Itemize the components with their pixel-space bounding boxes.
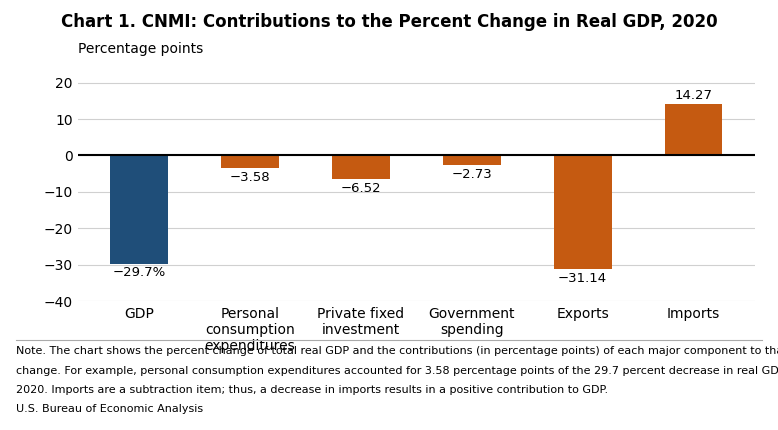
Text: 14.27: 14.27: [675, 89, 713, 102]
Text: −31.14: −31.14: [558, 272, 608, 285]
Text: −6.52: −6.52: [341, 182, 381, 195]
Bar: [554, 156, 612, 269]
Text: U.S. Bureau of Economic Analysis: U.S. Bureau of Economic Analysis: [16, 404, 203, 414]
Bar: [664, 104, 723, 156]
Text: 2020. Imports are a subtraction item; thus, a decrease in imports results in a p: 2020. Imports are a subtraction item; th…: [16, 385, 608, 395]
Text: Percentage points: Percentage points: [78, 42, 203, 56]
Text: −2.73: −2.73: [451, 168, 492, 181]
Text: −29.7%: −29.7%: [112, 267, 166, 280]
Bar: [110, 156, 168, 264]
Text: change. For example, personal consumption expenditures accounted for 3.58 percen: change. For example, personal consumptio…: [16, 366, 778, 375]
Text: Note. The chart shows the percent change of total real GDP and the contributions: Note. The chart shows the percent change…: [16, 346, 778, 356]
Bar: [332, 156, 390, 179]
Text: Chart 1. CNMI: Contributions to the Percent Change in Real GDP, 2020: Chart 1. CNMI: Contributions to the Perc…: [61, 13, 717, 31]
Bar: [443, 156, 500, 166]
Bar: [221, 156, 279, 169]
Text: −3.58: −3.58: [230, 172, 270, 184]
